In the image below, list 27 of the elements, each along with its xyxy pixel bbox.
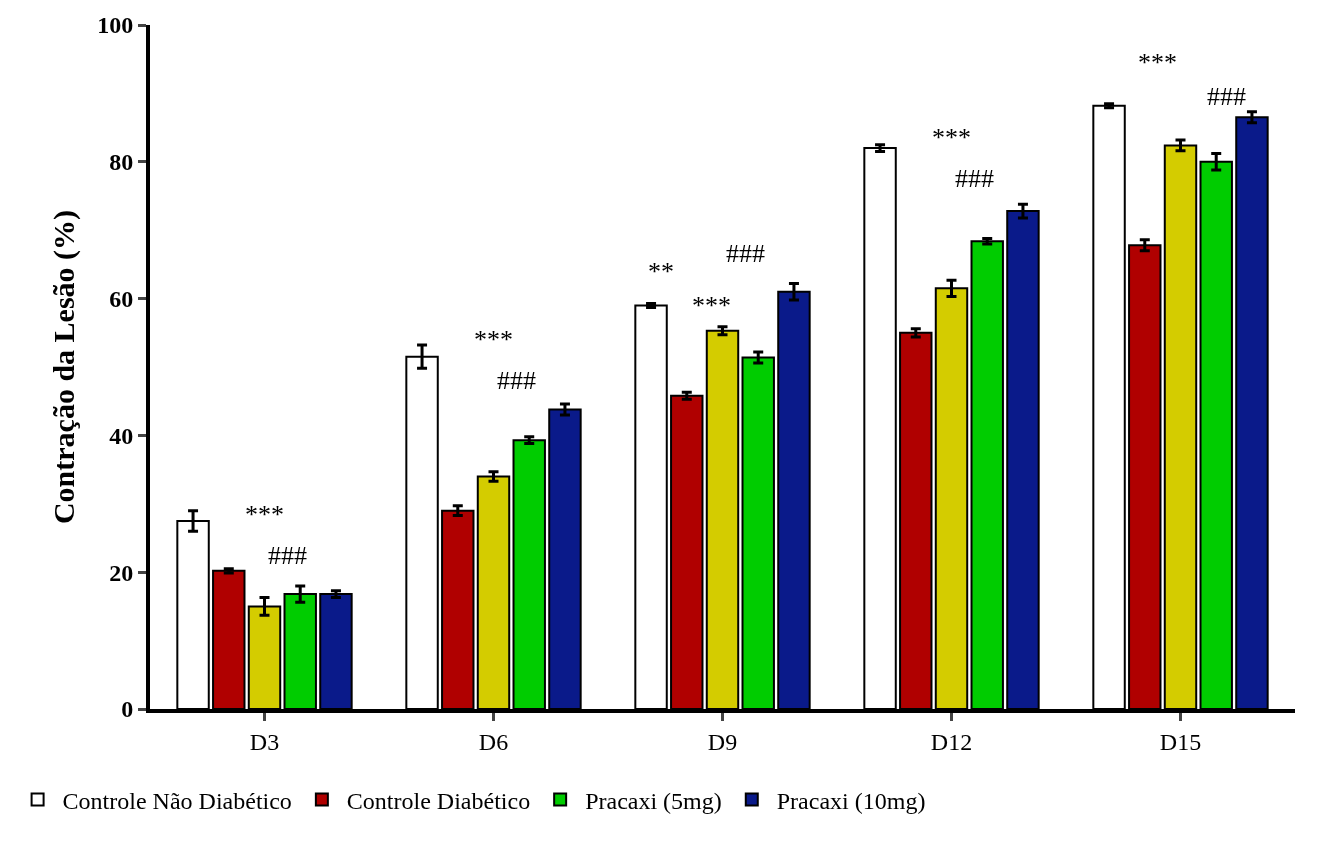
annotation: ** — [648, 257, 674, 286]
annotation: ### — [955, 164, 994, 193]
x-tick-label: D15 — [1159, 728, 1202, 755]
annotation: ### — [726, 239, 765, 268]
x-tick-label: D6 — [478, 728, 509, 755]
x-tick-label: D12 — [930, 728, 973, 755]
annotation: *** — [245, 500, 284, 529]
y-axis-title: Contração da Lesão (%) — [46, 209, 81, 525]
annotation: *** — [692, 291, 731, 320]
annotation: *** — [1138, 48, 1177, 77]
annotation: *** — [474, 325, 513, 354]
y-tick-label: 100 — [97, 12, 134, 39]
y-tick-label: 80 — [109, 149, 134, 176]
legend-label: Pracaxi (10mg) — [776, 787, 926, 814]
y-tick-label: 0 — [121, 696, 134, 723]
y-tick-label: 60 — [109, 286, 134, 312]
y-tick-label: 40 — [109, 422, 134, 449]
x-tick-label: D3 — [249, 728, 280, 755]
legend-label: Controle Diabético — [346, 787, 531, 814]
legend-label: Pracaxi (5mg) — [585, 787, 722, 814]
y-tick-label: 20 — [109, 559, 134, 586]
legend-label: Controle Não Diabético — [62, 787, 292, 814]
annotation: ### — [268, 541, 307, 570]
annotation: ### — [1207, 82, 1246, 111]
x-tick-label: D9 — [707, 728, 738, 755]
annotation: *** — [932, 123, 971, 152]
annotation: ### — [497, 366, 536, 395]
